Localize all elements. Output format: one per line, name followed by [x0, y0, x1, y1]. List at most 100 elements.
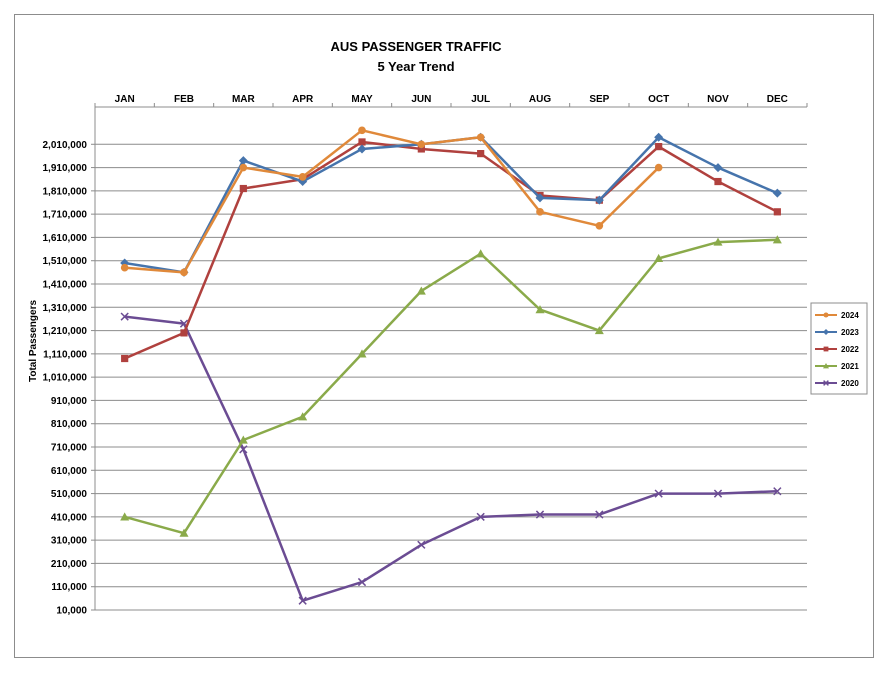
data-point — [594, 326, 604, 335]
y-tick-label: 610,000 — [51, 466, 88, 477]
legend-entry: 2021 — [815, 362, 859, 371]
legend-label: 2023 — [841, 328, 859, 337]
legend-label: 2022 — [841, 345, 859, 354]
x-marker-stroke — [239, 445, 248, 454]
data-point — [121, 354, 129, 363]
y-tick-label: 1,610,000 — [43, 233, 88, 244]
legend-entry: 2024 — [815, 311, 859, 320]
data-point — [416, 286, 426, 295]
data-point — [823, 380, 829, 386]
y-tick-label: 1,710,000 — [43, 210, 88, 221]
data-point — [180, 329, 188, 337]
x-marker-stroke — [417, 540, 426, 549]
data-point — [714, 177, 722, 186]
x-tick-label: SEP — [589, 94, 609, 105]
x-tick-label: FEB — [174, 94, 194, 105]
data-point — [298, 173, 307, 181]
series-line — [124, 315, 778, 602]
data-point — [417, 540, 426, 549]
legend-label: 2021 — [841, 362, 859, 371]
y-tick-label: 810,000 — [51, 419, 88, 430]
x-tick-label: MAR — [232, 94, 256, 105]
y-tick-label: 410,000 — [51, 512, 88, 523]
line-chart: AUS PASSENGER TRAFFIC 5 Year Trend Total… — [28, 39, 868, 617]
legend-label: 2024 — [841, 311, 859, 320]
y-tick-label: 110,000 — [51, 582, 87, 593]
data-point — [595, 221, 604, 230]
y-tick-label: 310,000 — [51, 536, 88, 547]
x-marker-stroke — [357, 577, 367, 587]
data-point — [654, 163, 663, 172]
series-2024 — [120, 126, 663, 277]
chart-title: AUS PASSENGER TRAFFIC — [331, 39, 503, 54]
grid-lines — [95, 143, 807, 611]
y-tick-label: 210,000 — [51, 559, 88, 570]
x-marker-stroke — [654, 489, 663, 498]
data-point — [654, 489, 663, 498]
x-tick-label: JAN — [115, 94, 135, 105]
data-point — [357, 349, 367, 358]
data-point — [654, 132, 664, 142]
axes: 10,000 110,000 210,000 310,000 410,000 510,00… — [43, 94, 808, 617]
data-point — [535, 193, 545, 203]
data-point — [477, 150, 485, 158]
data-point — [239, 184, 247, 193]
y-tick-label: 710,000 — [51, 443, 88, 454]
data-point — [536, 207, 544, 216]
data-point — [358, 126, 366, 135]
series-line — [124, 129, 660, 274]
data-point — [358, 138, 366, 146]
data-point — [476, 133, 485, 142]
y-tick-label: 1,110,000 — [43, 349, 87, 360]
data-point — [654, 253, 664, 262]
legend: 2024 2023 2022 2021 2020 — [810, 302, 868, 395]
data-point — [476, 249, 486, 258]
y-tick-label: 510,000 — [51, 489, 88, 500]
data-point — [595, 510, 604, 519]
data-point — [239, 163, 248, 172]
data-point — [823, 363, 829, 369]
x-tick-label: JUN — [411, 94, 431, 105]
x-tick-label: NOV — [707, 94, 729, 105]
data-point — [594, 195, 604, 205]
x-marker-stroke — [773, 487, 782, 496]
x-tick-label: DEC — [767, 94, 788, 105]
y-tick-label: 1,210,000 — [43, 326, 88, 337]
data-point — [120, 512, 130, 521]
series-2022 — [121, 138, 781, 363]
data-point — [823, 329, 829, 335]
data-point — [713, 489, 723, 498]
x-marker-stroke — [595, 510, 604, 519]
data-point — [535, 510, 545, 519]
chart-frame: AUS PASSENGER TRAFFIC 5 Year Trend Total… — [14, 14, 874, 658]
x-tick-label: OCT — [648, 94, 669, 105]
data-point — [357, 144, 367, 154]
data-point — [823, 346, 829, 352]
series-2021 — [120, 235, 782, 537]
data-point — [773, 208, 781, 216]
y-tick-label: 1,810,000 — [43, 186, 88, 197]
data-point — [298, 596, 307, 605]
data-point — [655, 143, 663, 151]
y-tick-label: 1,510,000 — [43, 256, 88, 267]
y-tick-label: 1,410,000 — [43, 280, 88, 291]
data-point — [179, 528, 189, 537]
legend-label: 2020 — [841, 379, 859, 388]
data-point — [773, 487, 782, 496]
x-tick-label: JUL — [471, 94, 490, 105]
x-tick-label: AUG — [529, 94, 551, 105]
data-point — [120, 263, 129, 272]
series-line — [124, 238, 778, 535]
data-point — [823, 312, 829, 318]
data-point — [713, 163, 723, 173]
x-tick-label: MAY — [351, 94, 373, 105]
data-point — [417, 145, 425, 153]
x-marker-stroke — [535, 510, 545, 519]
y-tick-label: 1,010,000 — [43, 373, 88, 384]
data-point — [238, 435, 248, 444]
series-group — [120, 126, 782, 605]
series-2020 — [120, 312, 782, 605]
y-tick-label: 1,310,000 — [43, 303, 88, 314]
x-marker-stroke — [823, 380, 829, 386]
legend-entry: 2020 — [815, 379, 859, 388]
